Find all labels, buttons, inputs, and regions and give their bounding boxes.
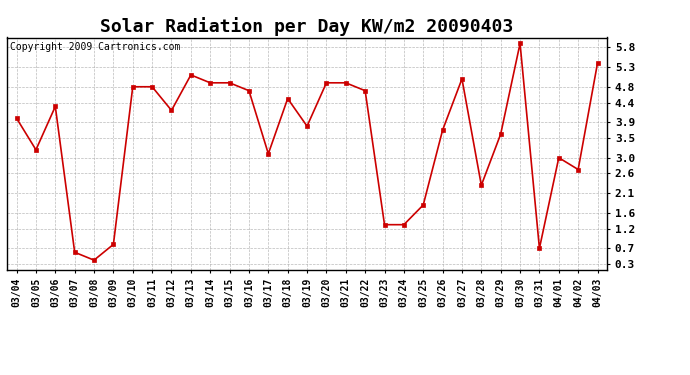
- Title: Solar Radiation per Day KW/m2 20090403: Solar Radiation per Day KW/m2 20090403: [101, 17, 513, 36]
- Text: Copyright 2009 Cartronics.com: Copyright 2009 Cartronics.com: [10, 42, 180, 52]
